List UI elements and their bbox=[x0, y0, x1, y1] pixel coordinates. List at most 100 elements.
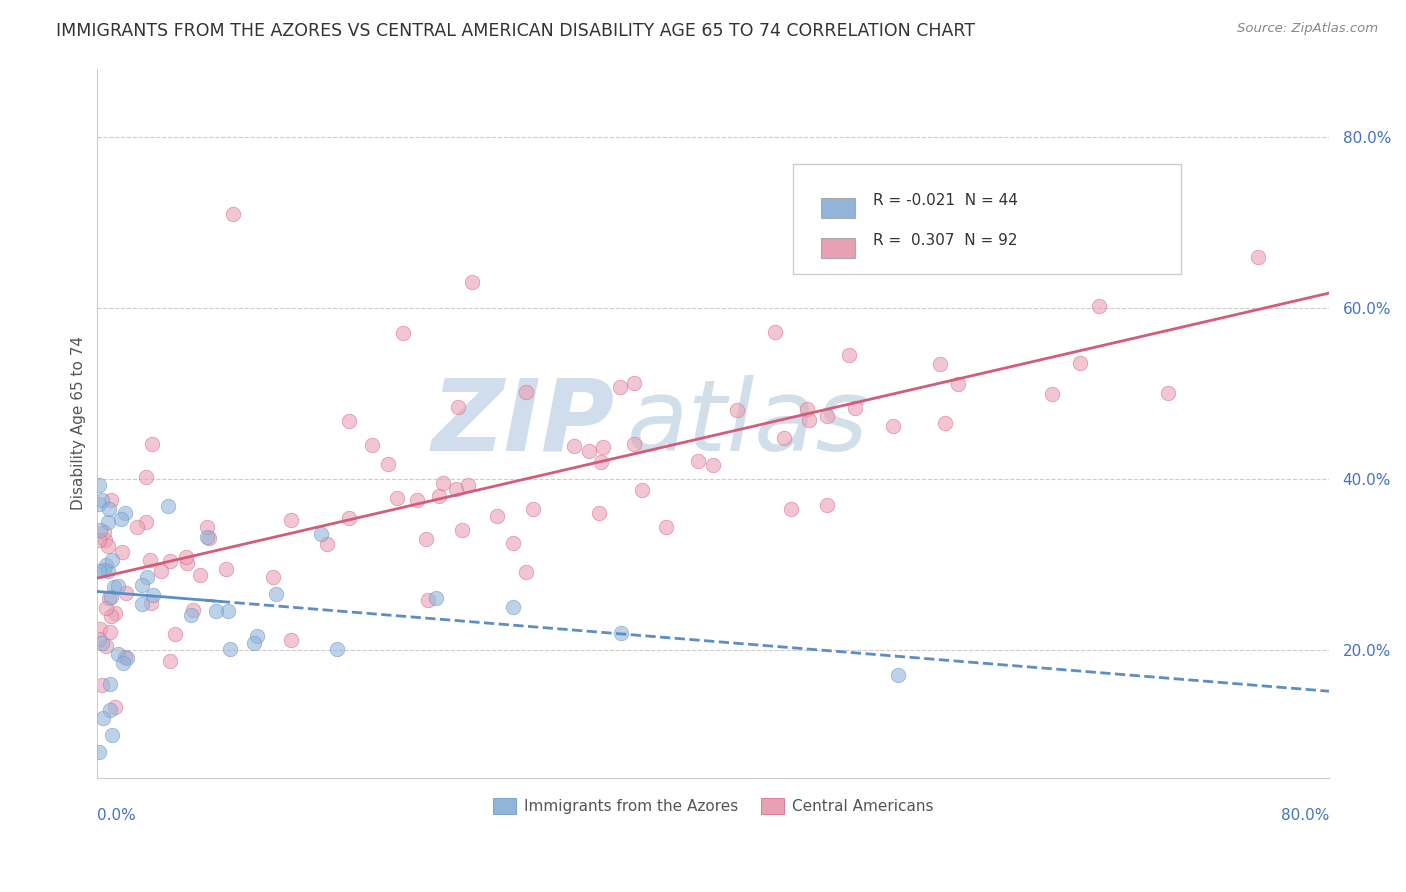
Central Americans bbox=[190, 568, 212, 582]
Immigrants from the Azores bbox=[87, 478, 110, 492]
Central Americans bbox=[631, 483, 654, 497]
Central Americans bbox=[96, 639, 118, 653]
Central Americans bbox=[609, 379, 631, 393]
Central Americans bbox=[94, 600, 117, 615]
Immigrants from the Azores bbox=[218, 642, 240, 657]
Central Americans bbox=[415, 533, 437, 547]
Text: R =  0.307  N = 92: R = 0.307 N = 92 bbox=[873, 233, 1018, 248]
Central Americans bbox=[195, 520, 218, 534]
Central Americans bbox=[623, 437, 645, 451]
Text: 0.0%: 0.0% bbox=[97, 808, 136, 823]
Immigrants from the Azores bbox=[131, 597, 153, 611]
Central Americans bbox=[89, 632, 111, 646]
Central Americans bbox=[815, 409, 838, 424]
Central Americans bbox=[1247, 250, 1270, 264]
Central Americans bbox=[515, 384, 537, 399]
Central Americans bbox=[104, 607, 127, 621]
Central Americans bbox=[262, 569, 284, 583]
Immigrants from the Azores bbox=[309, 527, 332, 541]
Central Americans bbox=[686, 454, 709, 468]
Legend: Immigrants from the Azores, Central Americans: Immigrants from the Azores, Central Amer… bbox=[488, 792, 939, 820]
Central Americans bbox=[427, 489, 450, 503]
Central Americans bbox=[486, 508, 509, 523]
Central Americans bbox=[562, 439, 585, 453]
Immigrants from the Azores bbox=[264, 587, 287, 601]
Immigrants from the Azores bbox=[326, 641, 349, 656]
Immigrants from the Azores bbox=[425, 591, 447, 606]
Text: R = -0.021  N = 44: R = -0.021 N = 44 bbox=[873, 193, 1018, 208]
Central Americans bbox=[773, 431, 796, 445]
Central Americans bbox=[89, 622, 111, 636]
Central Americans bbox=[1069, 356, 1091, 370]
Text: IMMIGRANTS FROM THE AZORES VS CENTRAL AMERICAN DISABILITY AGE 65 TO 74 CORRELATI: IMMIGRANTS FROM THE AZORES VS CENTRAL AM… bbox=[56, 22, 976, 40]
Immigrants from the Azores bbox=[142, 588, 165, 602]
Central Americans bbox=[655, 520, 678, 534]
Central Americans bbox=[780, 502, 803, 516]
Immigrants from the Azores bbox=[101, 553, 124, 567]
Central Americans bbox=[1157, 386, 1180, 401]
Central Americans bbox=[125, 520, 148, 534]
Immigrants from the Azores bbox=[217, 604, 239, 618]
Central Americans bbox=[515, 565, 537, 579]
Central Americans bbox=[592, 440, 614, 454]
Text: 80.0%: 80.0% bbox=[1281, 808, 1329, 823]
Central Americans bbox=[702, 458, 724, 472]
Central Americans bbox=[94, 533, 117, 547]
Immigrants from the Azores bbox=[135, 570, 157, 584]
Immigrants from the Azores bbox=[98, 677, 121, 691]
Central Americans bbox=[815, 498, 838, 512]
Central Americans bbox=[159, 554, 181, 568]
Central Americans bbox=[315, 536, 337, 550]
Y-axis label: Disability Age 65 to 74: Disability Age 65 to 74 bbox=[72, 336, 86, 510]
Central Americans bbox=[87, 533, 110, 547]
Central Americans bbox=[578, 444, 600, 458]
Central Americans bbox=[104, 700, 127, 714]
Central Americans bbox=[114, 650, 136, 665]
FancyBboxPatch shape bbox=[793, 164, 1181, 274]
Central Americans bbox=[198, 531, 221, 545]
Central Americans bbox=[451, 523, 474, 537]
Immigrants from the Azores bbox=[195, 530, 218, 544]
Immigrants from the Azores bbox=[98, 702, 121, 716]
Central Americans bbox=[457, 477, 479, 491]
Immigrants from the Azores bbox=[91, 711, 114, 725]
Immigrants from the Azores bbox=[110, 512, 132, 526]
Central Americans bbox=[882, 419, 904, 434]
Central Americans bbox=[522, 502, 544, 516]
Immigrants from the Azores bbox=[97, 564, 120, 578]
Central Americans bbox=[502, 536, 524, 550]
Central Americans bbox=[222, 207, 245, 221]
Central Americans bbox=[135, 515, 157, 529]
FancyBboxPatch shape bbox=[821, 238, 855, 258]
Immigrants from the Azores bbox=[100, 590, 122, 604]
Central Americans bbox=[797, 413, 820, 427]
Immigrants from the Azores bbox=[87, 745, 110, 759]
Immigrants from the Azores bbox=[111, 656, 134, 670]
Central Americans bbox=[111, 545, 134, 559]
Central Americans bbox=[361, 438, 384, 452]
Immigrants from the Azores bbox=[87, 564, 110, 578]
Central Americans bbox=[176, 556, 198, 570]
Immigrants from the Azores bbox=[100, 728, 122, 742]
Immigrants from the Azores bbox=[502, 599, 524, 614]
Central Americans bbox=[934, 416, 956, 430]
Central Americans bbox=[589, 455, 612, 469]
Central Americans bbox=[139, 596, 162, 610]
Immigrants from the Azores bbox=[87, 497, 110, 511]
Immigrants from the Azores bbox=[117, 651, 139, 665]
Central Americans bbox=[183, 603, 205, 617]
Immigrants from the Azores bbox=[243, 636, 266, 650]
Central Americans bbox=[796, 401, 818, 416]
Central Americans bbox=[432, 476, 454, 491]
Central Americans bbox=[391, 326, 413, 341]
Text: Source: ZipAtlas.com: Source: ZipAtlas.com bbox=[1237, 22, 1378, 36]
Central Americans bbox=[461, 275, 484, 289]
Central Americans bbox=[100, 493, 122, 508]
Central Americans bbox=[98, 591, 121, 605]
Central Americans bbox=[447, 400, 470, 414]
Central Americans bbox=[98, 624, 121, 639]
Central Americans bbox=[1040, 386, 1063, 401]
Central Americans bbox=[159, 654, 181, 668]
Central Americans bbox=[337, 510, 360, 524]
Immigrants from the Azores bbox=[246, 630, 269, 644]
